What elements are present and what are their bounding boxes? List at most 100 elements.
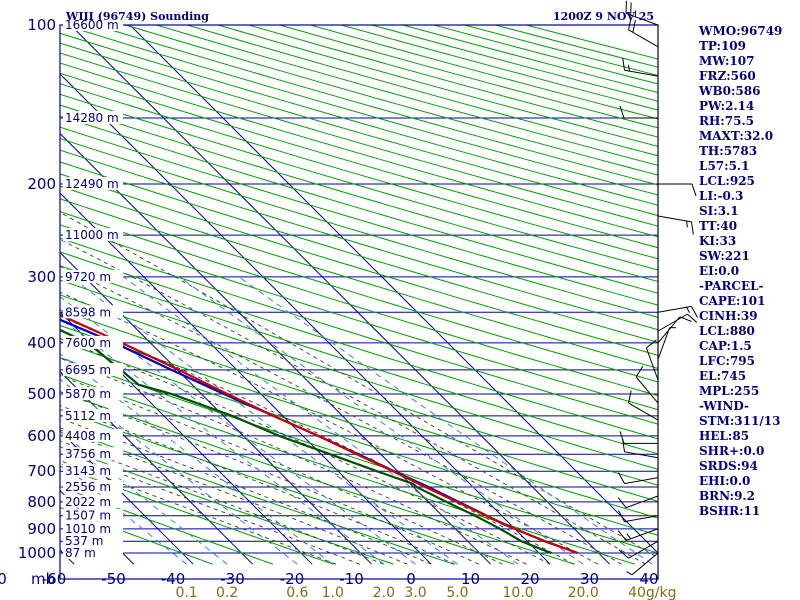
mixing-ratio-label: 5.0 (446, 585, 468, 600)
moist-adiabat-line (60, 440, 384, 565)
index-value: WMO:96749 (698, 24, 782, 38)
index-value: TT:40 (699, 219, 737, 233)
height-label-bg (63, 428, 123, 442)
dry-adiabat-line (60, 340, 658, 536)
index-value: -WIND- (699, 399, 749, 413)
dry-adiabat-line (60, 173, 658, 356)
index-panel: WMO:96749TP:109MW:107FRZ:560WB0:586PW:2.… (698, 24, 782, 518)
height-label-bg (63, 110, 123, 124)
height-label: 2022 m (65, 495, 111, 509)
dry-adiabat-line (60, 161, 658, 343)
height-label-bg (63, 387, 123, 401)
index-value: KI:33 (699, 234, 736, 248)
dry-adiabat-line (185, 25, 658, 157)
index-value: HEL:85 (699, 429, 749, 443)
dry-adiabat-line (60, 185, 658, 369)
height-label-bg (63, 546, 123, 559)
dry-adiabat-line (60, 126, 658, 306)
index-value: L57:5.1 (699, 159, 749, 173)
wind-barbs (617, 0, 698, 576)
moist-adiabat-line (60, 357, 527, 565)
temperature-tick-label: -10 (339, 570, 364, 588)
height-label-bg (63, 408, 123, 422)
height-label-bg (63, 269, 123, 283)
mixing-ratio-line (60, 461, 187, 565)
pressure-label: 700 (27, 462, 56, 480)
index-value: MW:107 (699, 54, 754, 68)
wind-barb (618, 472, 659, 485)
pressure-label: 600 (27, 427, 56, 445)
isotherm-line (129, 25, 658, 554)
wind-barb (628, 17, 659, 48)
height-label-bg (63, 480, 123, 494)
temperature-tick-label: -70 (0, 570, 7, 588)
mixing-ratio-line (179, 276, 584, 565)
moist-adiabat-lines (60, 211, 658, 565)
chart-title-left: WIII (96749) Sounding (65, 10, 209, 23)
moist-adiabat-line (60, 337, 551, 565)
dry-adiabat-line (60, 211, 658, 397)
height-label: 1010 m (65, 522, 111, 536)
mixing-ratio-line (60, 353, 334, 565)
dry-adiabat-line (60, 324, 658, 519)
index-value: CAPE:101 (699, 294, 766, 308)
dry-adiabat-line (60, 104, 658, 283)
wind-barb (658, 183, 697, 197)
dry-adiabat-line (60, 62, 658, 238)
height-label: 5870 m (65, 387, 111, 401)
wind-barb (657, 327, 676, 360)
moist-adiabat-line (60, 391, 479, 565)
index-value: BRN:9.2 (699, 489, 755, 503)
height-label-bg (63, 508, 123, 522)
index-value: LFC:795 (699, 354, 755, 368)
isotherm-line (60, 192, 432, 565)
mixing-ratio-line (60, 295, 416, 565)
index-value: SHR+:0.0 (699, 444, 764, 458)
dry-adiabat-line (60, 408, 515, 565)
index-value: LCL:880 (699, 324, 755, 338)
dry-adiabat-line (60, 198, 658, 383)
index-value: TH:5783 (699, 144, 757, 158)
moist-adiabat-line (60, 404, 456, 565)
temperature-tick-label: 40 (639, 570, 658, 588)
wind-barb (618, 540, 659, 559)
wind-barb (618, 510, 659, 523)
dry-adiabat-line (60, 265, 658, 455)
pressure-label: 1000 (18, 544, 56, 562)
height-label: 3143 m (65, 464, 111, 478)
height-label-bg (63, 362, 123, 376)
index-value: -PARCEL- (699, 279, 764, 293)
mixing-ratio-label: 2.0 (373, 585, 395, 600)
mixing-ratio-line (238, 276, 653, 565)
wind-barb (628, 390, 659, 421)
dry-adiabat-line (60, 149, 658, 331)
dry-adiabat-line (60, 391, 575, 565)
wind-barb (657, 313, 698, 332)
height-label-bg (63, 228, 123, 242)
wind-barb (657, 316, 692, 344)
height-label: 7600 m (65, 336, 111, 350)
temperature-tick-label: -50 (101, 570, 126, 588)
pressure-label: 300 (27, 268, 56, 286)
pressure-label: 200 (27, 175, 56, 193)
index-value: TP:109 (699, 39, 746, 53)
height-labels: 16600 m 14280 m 12490 m 11000 m 9720 m 8598 m… (63, 18, 123, 560)
isotherm-line (60, 311, 313, 565)
mixing-ratio-line (60, 378, 298, 565)
dry-adiabat-line (60, 485, 274, 565)
wind-barb (626, 552, 659, 576)
wind-barb (657, 215, 694, 235)
index-value: PW:2.14 (699, 99, 754, 113)
height-label: 6695 m (65, 363, 111, 377)
wind-barb (619, 105, 658, 119)
pressure-label: 500 (27, 385, 56, 403)
moist-adiabat-line (60, 429, 408, 565)
height-label: 5112 m (65, 409, 111, 423)
height-label-bg (63, 18, 123, 31)
dry-adiabat-line (60, 465, 334, 565)
temperature-tick-label: 20 (520, 570, 539, 588)
wind-barb (617, 528, 659, 541)
dry-adiabat-line (60, 373, 636, 565)
